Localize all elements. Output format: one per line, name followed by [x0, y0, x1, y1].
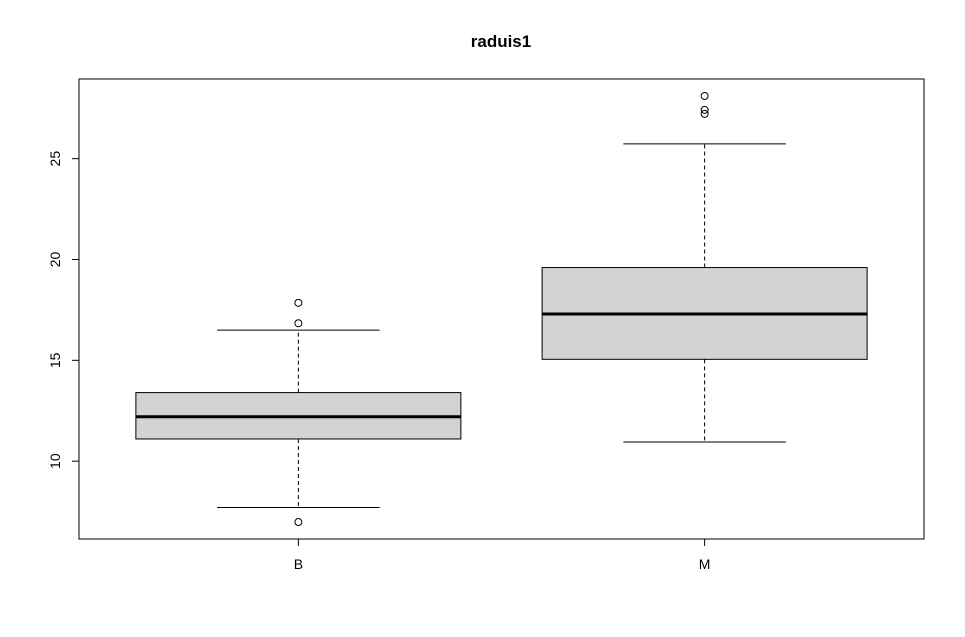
outlier-point: [700, 109, 709, 118]
box-B: [135, 298, 462, 527]
outlier-point: [294, 518, 303, 527]
x-tick-label: B: [294, 556, 303, 572]
outlier-point: [294, 298, 303, 307]
y-tick-label: 15: [47, 352, 63, 368]
boxes-layer: [135, 91, 868, 527]
outlier-point: [294, 319, 303, 328]
y-tick-label: 10: [47, 453, 63, 469]
outlier-point: [700, 91, 709, 100]
y-tick-label: 20: [47, 251, 63, 267]
outlier-point: [700, 105, 709, 114]
chart-title: raduis1: [471, 32, 531, 51]
box-M: [541, 91, 868, 443]
y-axis: 10 15 20 25: [47, 151, 80, 469]
y-tick-label: 25: [47, 151, 63, 167]
x-tick-label: M: [699, 556, 711, 572]
